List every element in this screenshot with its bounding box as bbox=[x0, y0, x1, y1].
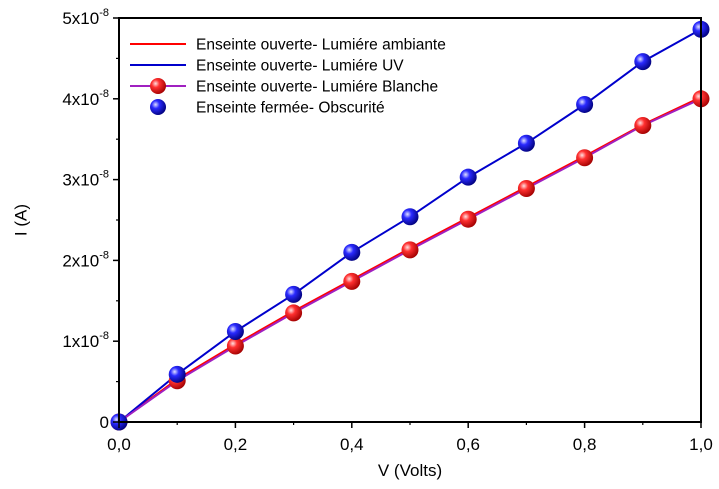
data-point-3 bbox=[634, 53, 652, 71]
x-tick-label: 1,0 bbox=[689, 435, 713, 454]
data-point-3 bbox=[285, 285, 303, 303]
y-tick-label: 1x10-8 bbox=[62, 330, 109, 351]
legend-marker-3 bbox=[150, 99, 166, 115]
y-tick-label: 5x10-8 bbox=[62, 7, 109, 28]
y-tick-label: 3x10-8 bbox=[62, 169, 109, 190]
legend-label: Enseinte ouverte- Lumiére ambiante bbox=[196, 37, 446, 54]
x-tick-label: 0,4 bbox=[340, 435, 364, 454]
legend-label: Enseinte ouverte- Lumiére UV bbox=[196, 58, 404, 75]
data-point-2 bbox=[517, 179, 535, 197]
data-point-2 bbox=[401, 241, 419, 259]
data-point-3 bbox=[517, 134, 535, 152]
x-tick-label: 0,2 bbox=[224, 435, 248, 454]
x-tick-label: 0,8 bbox=[573, 435, 597, 454]
data-point-3 bbox=[401, 208, 419, 226]
data-point-3 bbox=[343, 243, 361, 261]
legend-marker-2 bbox=[150, 78, 166, 94]
data-point-3 bbox=[168, 365, 186, 383]
axis-layer: 0,0 0,2 0,4 0,6 0,8 1,0 0 1x10-8 2x10-8 3x10-8 4x1… bbox=[62, 7, 712, 454]
legend: Enseinte ouverte- Lumiére ambiante Ensein… bbox=[130, 37, 446, 117]
legend-label: Enseinte ouverte- Lumiére Blanche bbox=[196, 79, 438, 96]
data-point-2 bbox=[226, 337, 244, 355]
y-axis-title: I (A) bbox=[11, 204, 30, 236]
data-point-2 bbox=[459, 210, 477, 228]
y-tick-label: 2x10-8 bbox=[62, 249, 109, 270]
x-axis-title: V (Volts) bbox=[378, 461, 442, 480]
data-point-3 bbox=[576, 95, 594, 113]
series-line-0 bbox=[118, 96, 702, 423]
data-point-3 bbox=[459, 168, 477, 186]
data-point-3 bbox=[226, 323, 244, 341]
data-point-2 bbox=[634, 116, 652, 134]
data-point-2 bbox=[343, 272, 361, 290]
data-point-2 bbox=[576, 149, 594, 167]
marker-layer bbox=[110, 20, 710, 431]
x-tick-label: 0,0 bbox=[107, 435, 131, 454]
y-tick-label: 0 bbox=[100, 413, 109, 432]
legend-label: Enseinte fermée- Obscurité bbox=[196, 100, 385, 117]
y-tick-label: 4x10-8 bbox=[62, 88, 109, 109]
series-line-2 bbox=[118, 97, 702, 423]
x-tick-label: 0,6 bbox=[456, 435, 480, 454]
data-point-2 bbox=[285, 304, 303, 322]
